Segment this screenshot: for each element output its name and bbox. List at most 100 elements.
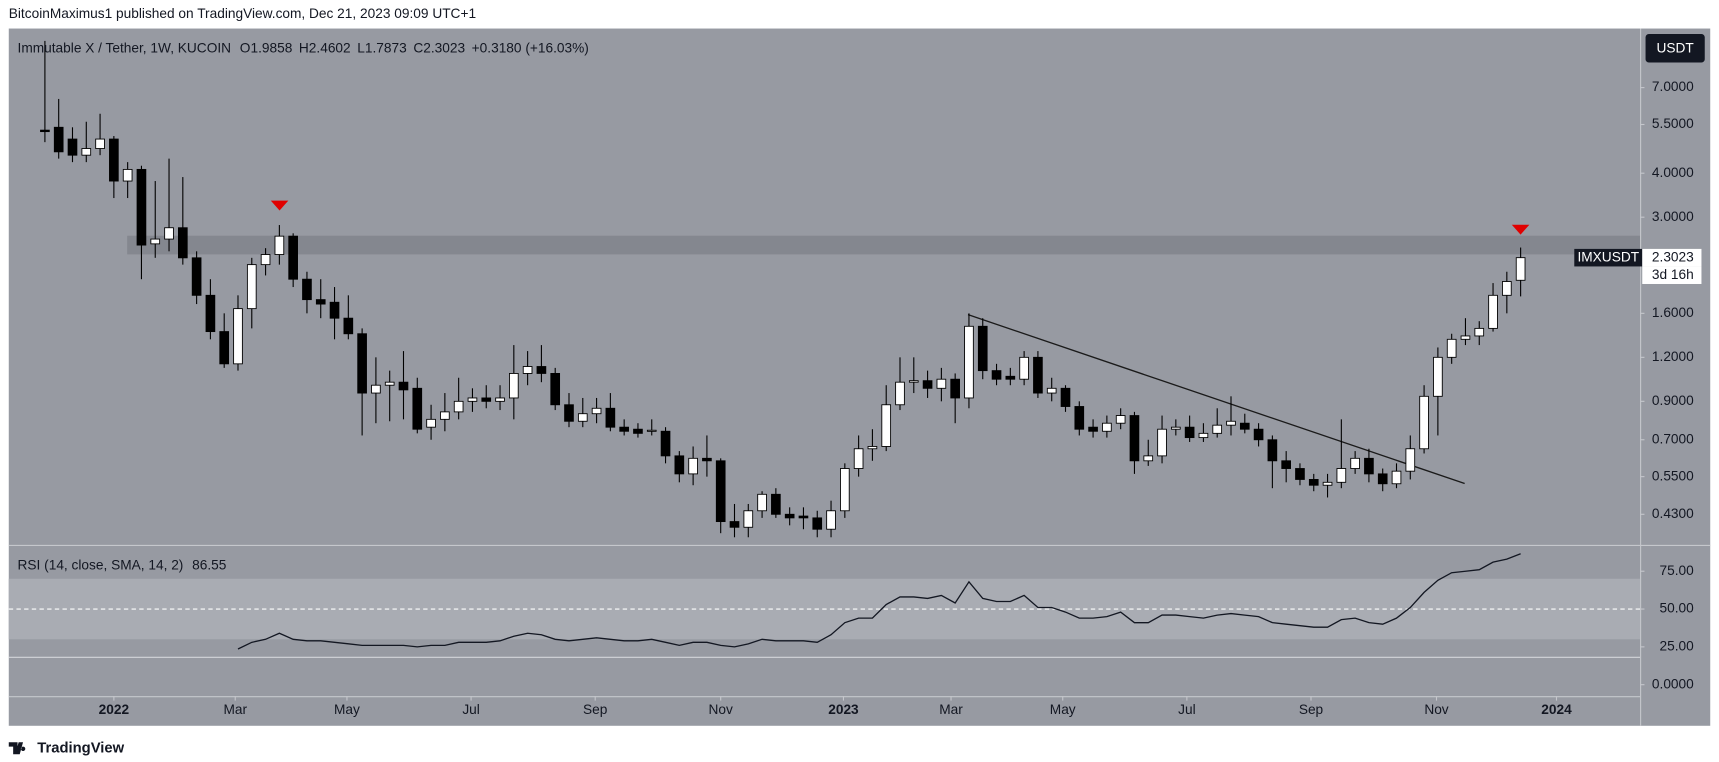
candle-body: [67, 138, 78, 156]
candle-body: [150, 238, 161, 245]
candle-body: [384, 381, 395, 386]
ohlc-label: L: [357, 40, 365, 55]
candle-body: [936, 378, 947, 389]
candle-body: [233, 308, 243, 365]
candle-body: [1226, 420, 1236, 426]
candle-body: [1405, 448, 1416, 472]
candle-body: [453, 400, 464, 413]
candle-body: [702, 457, 712, 462]
candle-body: [274, 235, 285, 255]
candle-body: [591, 407, 602, 415]
x-tick-label: Mar: [223, 702, 247, 717]
y-tick-label: 0.4300: [1652, 506, 1694, 521]
candle-body: [908, 380, 919, 383]
candle-body: [371, 384, 381, 394]
ohlc-value: 1.9858: [250, 40, 292, 55]
candle-body: [205, 294, 216, 333]
candle-body: [757, 493, 767, 512]
candle-body: [1460, 335, 1471, 340]
candle-body: [1102, 422, 1112, 432]
candle-body: [784, 513, 795, 519]
candle-body: [771, 493, 781, 515]
candle-body: [1019, 356, 1029, 380]
y-tick-label: 25.00: [1660, 638, 1695, 653]
candle-body: [260, 254, 271, 266]
candle-body: [136, 168, 147, 246]
candle-body: [495, 397, 505, 402]
y-tick-label: 50.00: [1660, 601, 1695, 616]
red-triangle-marker: [1511, 224, 1530, 235]
candle-body: [398, 381, 409, 391]
candle-body: [1295, 468, 1305, 480]
candle-body: [1129, 415, 1140, 462]
candle-body: [164, 227, 174, 240]
candle-body: [991, 370, 1002, 380]
symbol-legend: Immutable X / Tether, 1W, KUCOIN O1.9858 H…: [18, 40, 589, 55]
candle-body: [950, 378, 960, 399]
candle-body: [1033, 356, 1043, 394]
x-tick-label: Nov: [709, 702, 733, 717]
candle-body: [1419, 395, 1429, 450]
red-triangle-marker: [270, 200, 289, 211]
candle-body: [329, 301, 340, 319]
candle-body: [1046, 387, 1057, 394]
candle-body: [315, 299, 326, 305]
candle-body: [1074, 406, 1085, 430]
candle-body: [867, 446, 878, 450]
candle-body: [536, 366, 547, 374]
x-tick-label: Nov: [1424, 702, 1448, 717]
candle-body: [1171, 426, 1181, 430]
candle-body: [922, 380, 933, 389]
currency-label[interactable]: USDT: [1657, 40, 1695, 55]
candle-body: [246, 264, 257, 310]
candle-body: [840, 468, 850, 512]
symbol-title: Immutable X / Tether, 1W, KUCOIN: [18, 40, 231, 55]
ohlc-value: 1.7873: [365, 40, 407, 55]
tradingview-logo: [8, 742, 26, 755]
candle-body: [812, 517, 823, 530]
candle-body: [1212, 424, 1223, 434]
candle-body: [357, 333, 367, 394]
candle-body: [605, 407, 616, 428]
candle-body: [522, 366, 533, 374]
rsi-pane: [8, 553, 1641, 650]
rsi-legend: RSI (14, close, SMA, 14, 2) 86.55: [18, 557, 227, 572]
publish-header: BitcoinMaximus1 published on TradingView…: [9, 6, 476, 21]
rsi-line: [237, 553, 1521, 650]
y-tick-label: 0.0000: [1652, 676, 1694, 691]
y-tick-label: 0.9000: [1652, 393, 1694, 408]
ohlc-label: O: [240, 40, 251, 55]
x-tick-label: 2023: [828, 702, 859, 717]
candle-body: [743, 510, 754, 528]
currency-button[interactable]: [1645, 34, 1705, 63]
candle-body: [1322, 481, 1333, 486]
price-tag-label: 2.3023: [1652, 249, 1694, 264]
price-tag: [1642, 248, 1702, 267]
ohlc-label: C: [413, 40, 423, 55]
x-tick-label: 2022: [99, 702, 130, 717]
candle-body: [1364, 457, 1374, 475]
y-tick-label: 5.5000: [1652, 116, 1694, 131]
candle-body: [1198, 432, 1209, 439]
candle-body: [1446, 338, 1457, 358]
candle-body: [619, 426, 629, 432]
price-pane: [40, 40, 1641, 538]
candle-body: [219, 331, 230, 365]
candle-body: [1157, 428, 1167, 457]
candle-body: [1488, 294, 1498, 329]
candle-body: [1474, 327, 1485, 337]
candle-body: [964, 325, 974, 399]
candle-body: [646, 429, 657, 432]
candle-body: [1502, 281, 1512, 296]
rsi-last-value: 86.55: [192, 557, 227, 572]
candle-body: [481, 397, 492, 402]
candle-body: [302, 278, 312, 301]
change-value: +0.3180 (+16.03%): [472, 40, 589, 55]
candle-body: [1253, 428, 1264, 441]
ohlc-label: H: [299, 40, 309, 55]
candle-body: [109, 138, 119, 182]
candle-body: [1336, 468, 1347, 483]
y-tick-label: 75.00: [1660, 563, 1695, 578]
countdown-label: 3d 16h: [1652, 267, 1694, 282]
candle-body: [798, 515, 809, 519]
